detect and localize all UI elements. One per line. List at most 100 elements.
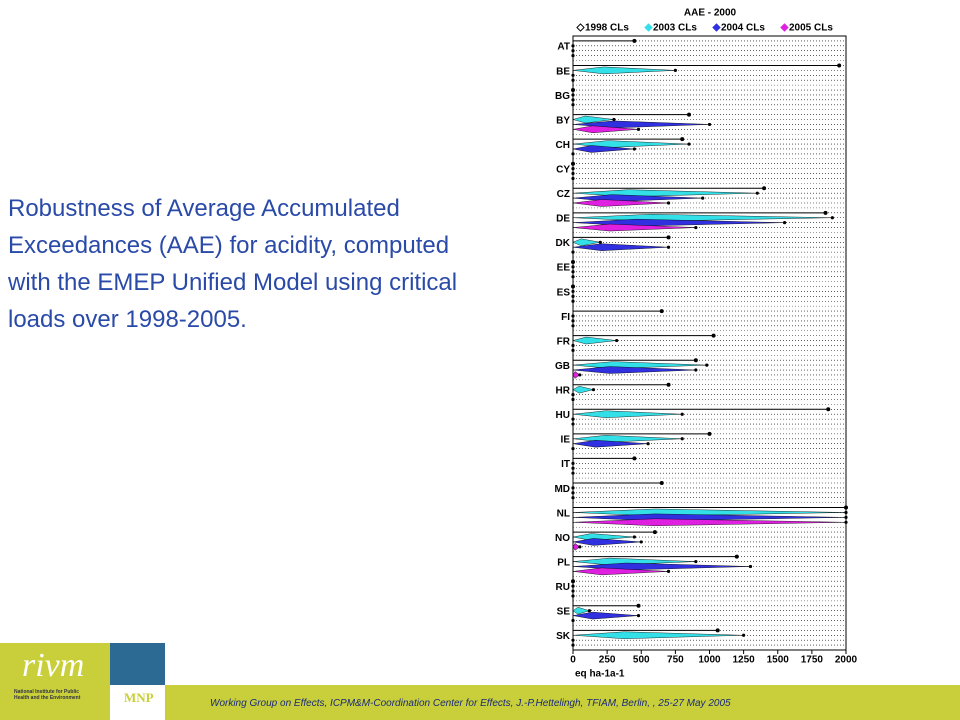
data-point [636, 603, 641, 608]
y-tick-label: BG [555, 91, 570, 102]
data-point [844, 515, 848, 519]
data-point [571, 294, 575, 298]
data-point [823, 210, 828, 215]
data-point [571, 491, 575, 495]
data-point [762, 186, 767, 191]
logo: rivm National Institute for Public Healt… [0, 643, 110, 720]
data-point [571, 299, 575, 303]
data-point [844, 520, 848, 524]
y-tick-label: PL [557, 557, 570, 568]
y-tick-label: MD [554, 484, 570, 495]
data-point [694, 368, 698, 372]
x-tick-label: 2000 [835, 655, 858, 666]
data-point [652, 530, 657, 535]
data-point [680, 412, 684, 416]
data-point [571, 93, 575, 97]
data-point [734, 554, 739, 559]
data-point [571, 171, 575, 176]
y-tick-label: BE [556, 66, 570, 77]
data-point [693, 358, 698, 363]
data-point [571, 618, 575, 623]
data-point [571, 638, 575, 642]
x-axis-label: eq ha-1a-1 [575, 669, 625, 680]
data-point [636, 614, 641, 618]
data-point [571, 250, 575, 254]
x-tick-label: 1500 [767, 655, 790, 666]
legend-marker [712, 23, 721, 32]
data-point [571, 584, 575, 588]
logo-text: rivm [22, 647, 85, 684]
data-point [571, 343, 575, 348]
y-tick-label: DK [556, 238, 571, 249]
data-point [571, 73, 575, 77]
institute: National Institute for Public Health and… [14, 689, 81, 701]
data-point [571, 98, 575, 102]
y-tick-label: IT [561, 459, 570, 470]
data-point [571, 471, 575, 475]
data-point [571, 579, 575, 584]
y-tick-label: DE [556, 214, 570, 225]
y-tick-label: FR [557, 336, 571, 347]
data-point [571, 270, 575, 274]
legend-label: 2004 CLs [721, 23, 765, 34]
data-point [578, 545, 582, 549]
data-point [705, 363, 709, 367]
data-point [666, 235, 671, 240]
x-tick-label: 1750 [801, 655, 824, 666]
data-point [571, 284, 575, 289]
data-point [578, 373, 582, 377]
data-point [632, 38, 637, 43]
data-point [694, 225, 698, 230]
data-point [844, 505, 848, 510]
y-tick-label: ES [557, 287, 571, 298]
y-tick-label: CY [556, 164, 570, 175]
x-tick-label: 1250 [733, 655, 756, 666]
data-point [748, 564, 753, 569]
data-point [571, 88, 575, 93]
description: Robustness of Average Accumulated Exceed… [8, 195, 458, 333]
y-tick-label: IE [561, 435, 571, 446]
data-point [694, 559, 698, 564]
data-point [687, 142, 691, 146]
x-tick-label: 750 [667, 655, 684, 666]
data-point [571, 103, 575, 107]
data-point [571, 422, 575, 426]
x-tick-label: 0 [570, 655, 576, 666]
data-point [587, 609, 591, 613]
data-point [571, 496, 575, 500]
data-point [612, 117, 616, 122]
data-point [666, 245, 671, 249]
data-point [615, 338, 619, 343]
y-tick-label: SE [557, 607, 571, 618]
chart-title: AAE - 2000 [684, 8, 737, 19]
data-point [707, 122, 712, 127]
data-point [591, 388, 596, 392]
legend-marker [780, 23, 789, 32]
data-point [571, 259, 575, 264]
legend-label: 1998 CLs [585, 23, 629, 34]
y-tick-label: GB [555, 361, 570, 372]
y-tick-label: NL [557, 508, 570, 519]
data-point [571, 44, 575, 48]
data-point [837, 63, 842, 68]
y-tick-label: SK [556, 631, 571, 642]
data-point [571, 589, 575, 593]
y-tick-label: CZ [557, 189, 570, 200]
data-point [571, 392, 575, 397]
data-point [571, 161, 575, 166]
data-point [673, 68, 677, 72]
data-point [782, 221, 787, 225]
data-point [830, 216, 834, 220]
data-point [571, 417, 575, 421]
data-point [571, 152, 575, 156]
y-tick-label: AT [557, 42, 570, 53]
data-point [571, 486, 575, 490]
data-point [571, 643, 575, 647]
footer-text: Working Group on Effects, ICPM&M-Coordin… [210, 698, 731, 709]
data-point [755, 191, 759, 195]
legend-label: 2005 CLs [789, 23, 833, 34]
data-point [571, 466, 575, 470]
y-tick-label: CH [556, 140, 570, 151]
data-point [571, 54, 575, 58]
